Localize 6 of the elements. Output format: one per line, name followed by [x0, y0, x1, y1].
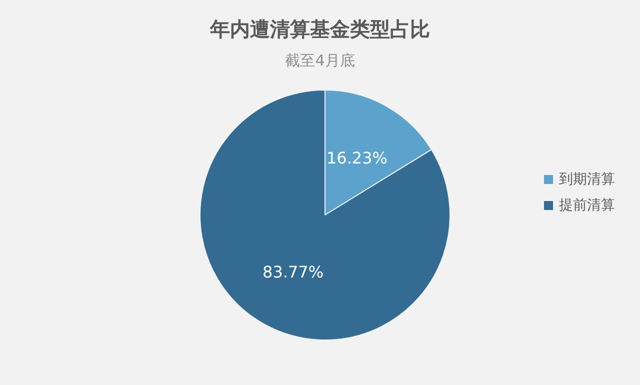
data-label: 83.77% [262, 262, 324, 282]
chart-title: 年内遭清算基金类型占比 [209, 17, 430, 41]
legend-label: 到期清算 [559, 172, 615, 188]
chart-subtitle: 截至4月底 [285, 52, 355, 70]
data-label: 16.23% [326, 148, 388, 168]
legend-label: 提前清算 [559, 198, 615, 214]
